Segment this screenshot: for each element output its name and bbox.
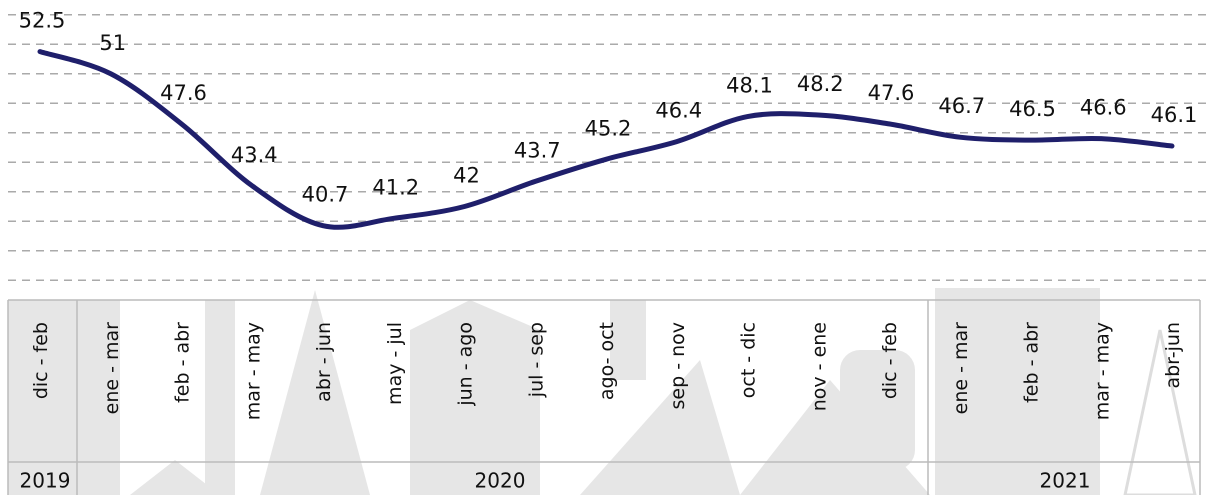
data-label: 43.4 [231,143,278,167]
x-tick-label: ago- oct [596,322,618,400]
year-label: 2021 [1040,469,1091,493]
x-tick-label: feb - abr [1021,322,1043,403]
background-silhouettes [8,288,1197,495]
data-label: 43.7 [514,138,561,162]
year-label: 2020 [475,469,526,493]
data-label: 47.6 [868,81,915,105]
data-label: 47.6 [160,81,207,105]
x-tick-label: may - jul [384,322,406,405]
x-tick-label: ene - mar [950,322,972,415]
x-tick-label: jul - sep [525,322,547,398]
year-label: 2019 [20,469,71,493]
data-label: 48.2 [797,72,844,96]
x-tick-label: mar - may [242,322,264,420]
data-label: 45.2 [585,116,632,140]
series-line [37,49,1175,230]
data-label: 46.5 [1009,97,1056,121]
x-tick-label: dic - feb [30,322,52,399]
data-label: 41.2 [372,175,419,199]
x-tick-label: abr-jun [1162,322,1184,389]
data-label: 51 [99,31,126,55]
x-tick-label: feb - abr [172,322,194,403]
x-tick-label: dic - feb [879,322,901,399]
data-label: 46.4 [655,99,702,123]
data-label: 42 [453,164,480,188]
x-tick-label: mar - may [1091,322,1113,420]
x-tick-label: abr - jun [313,322,335,402]
x-tick-label: oct - dic [738,322,760,398]
x-tick-label: jun - ago [455,322,477,407]
frame [7,299,1201,495]
x-tick-label: sep - nov [667,322,689,410]
data-label: 46.6 [1080,96,1127,120]
data-label: 52.5 [19,9,66,33]
x-tick-label: ene - mar [101,322,123,415]
x-tick-label: nov - ene [808,322,830,411]
data-label: 40.7 [302,183,349,207]
data-label: 46.7 [938,94,985,118]
data-label: 46.1 [1151,103,1198,127]
data-label: 48.1 [726,74,773,98]
